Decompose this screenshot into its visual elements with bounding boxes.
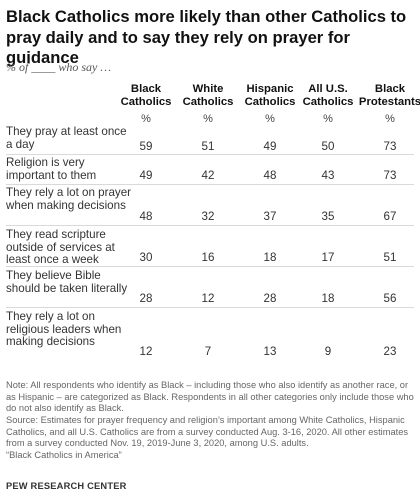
table-cell: 50 bbox=[321, 140, 335, 153]
row-label: They believe Bible should be taken liter… bbox=[6, 269, 128, 295]
column-header: Hispanic Catholics bbox=[244, 83, 296, 108]
column-unit: % bbox=[203, 113, 213, 125]
table-cell: 7 bbox=[204, 345, 212, 358]
column-unit: % bbox=[141, 113, 151, 125]
table-cell: 28 bbox=[139, 292, 153, 305]
table-cell: 35 bbox=[321, 210, 335, 223]
table-cell: 17 bbox=[321, 251, 335, 264]
table-cell: 48 bbox=[139, 210, 153, 223]
table-cell: 30 bbox=[139, 251, 153, 264]
table-cell: 12 bbox=[139, 345, 153, 358]
table-cell: 9 bbox=[324, 345, 332, 358]
column-unit: % bbox=[265, 113, 275, 125]
column-header: Black Protestants bbox=[358, 83, 420, 108]
table-cell: 51 bbox=[383, 251, 397, 264]
note-text: Note: All respondents who identify as Bl… bbox=[6, 380, 414, 414]
table-cell: 12 bbox=[201, 292, 215, 305]
table-cell: 51 bbox=[201, 140, 215, 153]
column-header: Black Catholics bbox=[120, 83, 172, 108]
row-label: They read scripture outside of services … bbox=[6, 228, 115, 267]
row-divider bbox=[6, 266, 414, 267]
table-cell: 37 bbox=[263, 210, 277, 223]
org-name: PEW RESEARCH CENTER bbox=[6, 481, 127, 491]
row-label: They pray at least once a day bbox=[6, 125, 127, 151]
table-cell: 48 bbox=[263, 169, 277, 182]
table-cell: 23 bbox=[383, 345, 397, 358]
column-header: White Catholics bbox=[182, 83, 234, 108]
row-divider bbox=[6, 154, 414, 155]
row-divider bbox=[6, 225, 414, 226]
table-cell: 13 bbox=[263, 345, 277, 358]
row-label: Religion is very important to them bbox=[6, 156, 97, 182]
table-cell: 59 bbox=[139, 140, 153, 153]
chart-title: Black Catholics more likely than other C… bbox=[6, 7, 407, 67]
table-cell: 73 bbox=[383, 169, 397, 182]
row-label: They rely a lot on religious leaders whe… bbox=[6, 310, 122, 349]
table-cell: 32 bbox=[201, 210, 215, 223]
report-title: “Black Catholics in America” bbox=[6, 450, 122, 460]
chart-subtitle: % of ____ who say … bbox=[6, 60, 111, 74]
table-cell: 56 bbox=[383, 292, 397, 305]
table-cell: 18 bbox=[321, 292, 335, 305]
table-cell: 16 bbox=[201, 251, 215, 264]
table-cell: 42 bbox=[201, 169, 215, 182]
table-cell: 73 bbox=[383, 140, 397, 153]
table-cell: 18 bbox=[263, 251, 277, 264]
row-divider bbox=[6, 307, 414, 308]
source-text: Source: Estimates for prayer frequency a… bbox=[6, 415, 409, 449]
column-unit: % bbox=[385, 113, 395, 125]
column-unit: % bbox=[323, 113, 333, 125]
column-header: All U.S. Catholics bbox=[302, 83, 354, 108]
table-cell: 49 bbox=[263, 140, 277, 153]
table-cell: 43 bbox=[321, 169, 335, 182]
row-divider bbox=[6, 184, 414, 185]
row-label: They rely a lot on prayer when making de… bbox=[6, 186, 132, 212]
table-cell: 49 bbox=[139, 169, 153, 182]
table-cell: 28 bbox=[263, 292, 277, 305]
table-cell: 67 bbox=[383, 210, 397, 223]
